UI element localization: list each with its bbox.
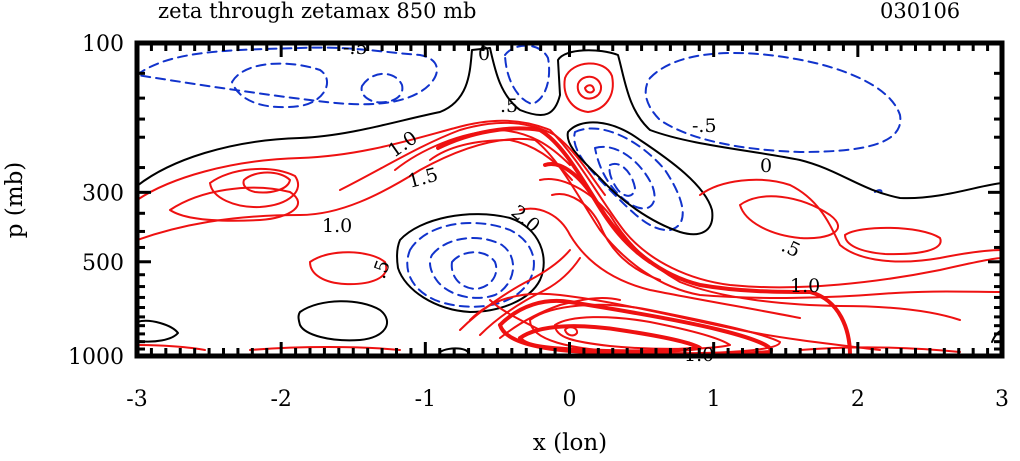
pos-contour [309,251,388,286]
plot-frame [134,40,1005,359]
neg-contour [450,251,498,290]
neg-contour [504,44,551,105]
contour-label: 0 [760,155,772,177]
pos-contour [576,75,603,100]
chart-title: zeta through zetamax 850 mb [158,0,476,23]
x-tick-label: 3 [995,387,1009,412]
pos-contour [844,226,942,256]
pos-contour [584,84,595,94]
x-tick-label: -1 [415,387,436,412]
zero-contour [395,213,545,313]
contour-lines [137,44,1002,356]
y-tick-labels: 100 300 500 1000 [68,32,124,370]
neg-contour [429,237,515,299]
pos-contour [739,195,839,240]
thick-positive-contours [436,126,852,356]
neg-contour [231,62,329,109]
pos-contour [519,207,801,319]
pos-contour [339,121,606,196]
pos-contour [429,139,573,181]
zero-contour [137,47,1002,200]
minor-ticks [135,41,1004,358]
x-tick-labels: -3 -2 -1 0 1 2 3 [126,387,1009,412]
contour-label: -.5 [692,115,717,137]
contour-label: .5 [500,95,518,117]
y-axis-label: p (mb) [2,162,28,239]
y-tick-label: 100 [82,32,124,57]
contour-label: 1.5 [406,164,441,193]
pos-contour [137,119,1002,289]
zero-contour [137,319,179,343]
x-axis-label: x (lon) [533,430,607,456]
pos-contour [564,326,579,337]
y-tick-label: 300 [82,181,124,206]
thick-pos-contour [543,162,652,264]
pos-contour [554,316,731,350]
contour-label: 0 [478,43,490,65]
pos-contour [139,344,206,351]
zero-contours [137,47,1002,355]
x-tick-label: 2 [851,387,865,412]
neg-contour [360,72,404,104]
x-tick-label: 1 [707,387,721,412]
thick-pos-contour [518,324,702,354]
y-tick-label: 500 [82,251,124,276]
pos-contour [499,296,621,339]
contour-label: 1.0 [790,275,820,297]
pos-contour [699,178,1002,263]
chart-date: 030106 [880,0,960,23]
y-tick-label: 1000 [68,345,124,370]
contour-label: -.5 [343,37,368,59]
neg-contour [608,162,636,197]
contour-label: 1.0 [322,215,352,237]
zero-contour [566,121,714,236]
neg-contour [406,222,535,308]
pos-contour [799,346,961,353]
x-tick-label: -2 [270,387,291,412]
zero-contour [297,300,388,342]
pos-contour [563,62,614,113]
pos-contour [209,167,300,209]
x-tick-label: 0 [563,387,577,412]
pos-contour [551,193,661,281]
neg-contour [594,145,656,210]
pos-contour [479,257,581,336]
neg-contour [644,51,902,153]
contour-label: .5 [368,257,395,282]
pos-contour [469,292,881,351]
positive-contours [137,62,1002,355]
pos-contour [242,171,291,194]
x-tick-label: -3 [126,387,147,412]
pos-contour [169,186,299,222]
